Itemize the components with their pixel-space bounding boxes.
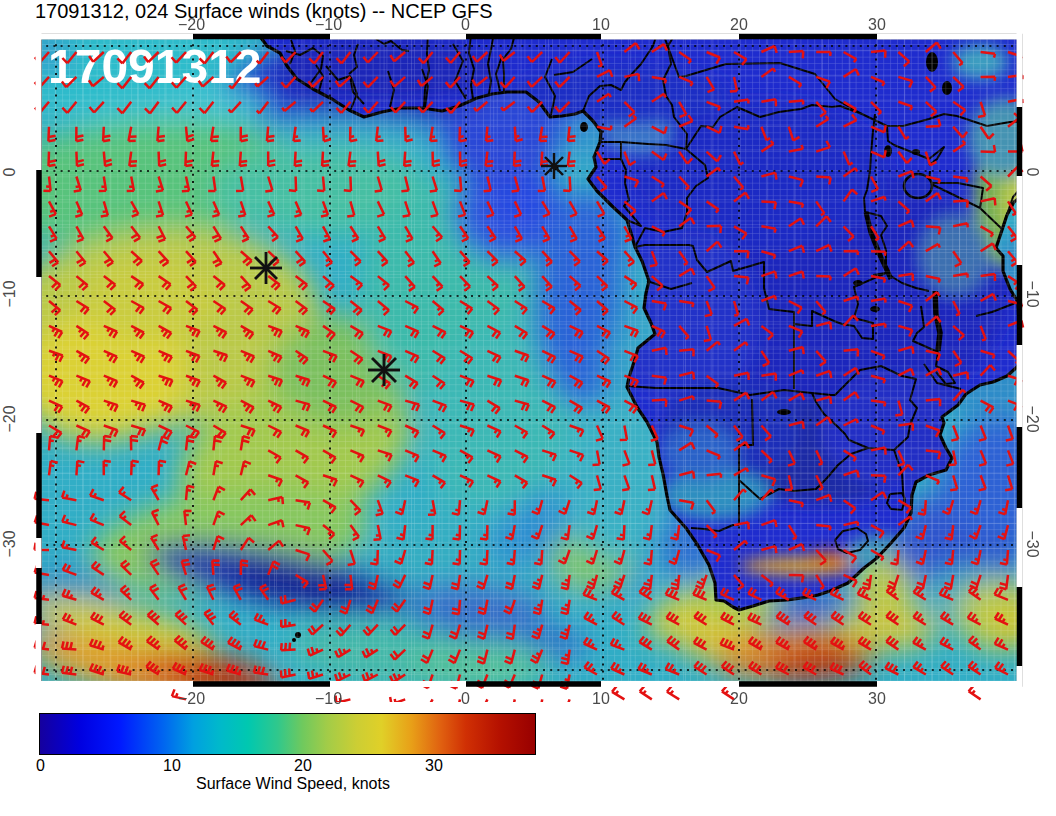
svg-text:17091312: 17091312 [48, 40, 262, 93]
